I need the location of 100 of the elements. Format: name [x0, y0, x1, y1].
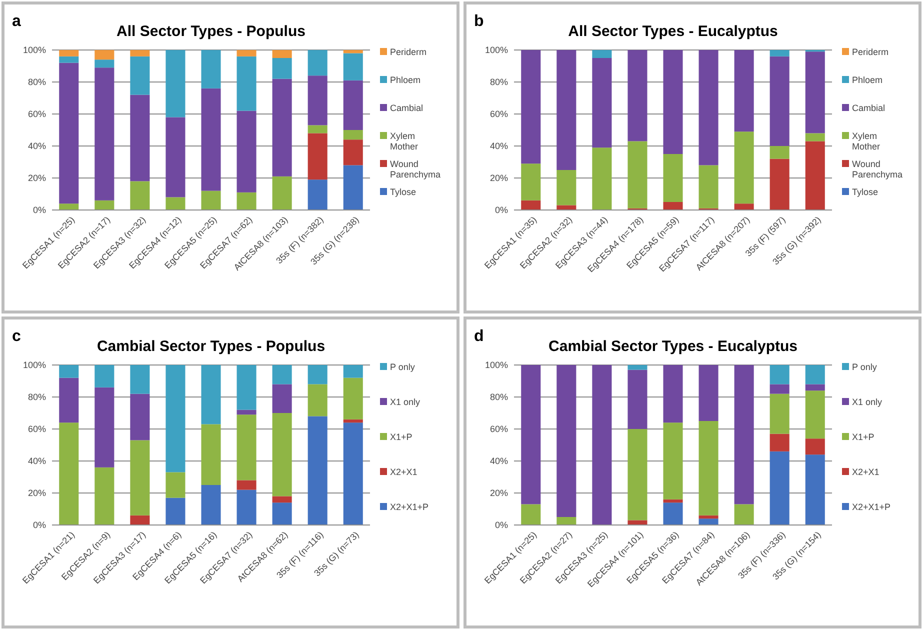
bar [805, 141, 825, 210]
bar [521, 200, 541, 210]
y-tick-label: 100% [484, 360, 508, 370]
legend-label: Cambial [852, 103, 886, 114]
bar [663, 202, 683, 210]
bar [805, 438, 825, 455]
bar [343, 130, 363, 140]
bar [556, 517, 576, 525]
bar [734, 132, 754, 204]
bar [343, 50, 363, 54]
bar [94, 60, 114, 68]
bar [236, 414, 256, 480]
bar [130, 50, 150, 56]
bar [272, 384, 292, 413]
bar [343, 378, 363, 420]
legend-label: Xylem Mother [852, 131, 880, 152]
bar [734, 365, 754, 504]
bar [628, 50, 648, 142]
bar [521, 164, 541, 200]
text: a [12, 13, 21, 30]
bar [663, 502, 683, 525]
bar [308, 384, 328, 416]
bar [556, 365, 576, 517]
bar [94, 387, 114, 468]
bar [201, 50, 221, 88]
y-tick-label: 100% [22, 360, 46, 370]
y-tick-label: 20% [490, 488, 508, 498]
bar [805, 390, 825, 439]
bar [628, 365, 648, 370]
bar [556, 170, 576, 206]
bar [734, 204, 754, 210]
bar [130, 56, 150, 95]
bar [592, 365, 612, 525]
bar [770, 158, 790, 210]
bar [770, 146, 790, 159]
bar [343, 422, 363, 525]
bar [130, 440, 150, 516]
bar [805, 133, 825, 142]
bar [698, 515, 718, 519]
legend-label: Phloem [390, 75, 421, 86]
bar [272, 502, 292, 525]
bar [592, 148, 612, 210]
bar [201, 88, 221, 191]
bar [166, 117, 186, 198]
bar [628, 141, 648, 208]
bar [272, 496, 292, 503]
bar [236, 192, 256, 210]
bar [272, 176, 292, 210]
y-tick-label: 40% [490, 141, 508, 152]
text: b [474, 13, 484, 30]
y-tick-label: 60% [28, 424, 46, 434]
bar [59, 50, 79, 56]
y-tick-label: 60% [28, 109, 46, 120]
bar [770, 451, 790, 525]
bar [308, 416, 328, 525]
bar [663, 422, 683, 500]
bar [236, 365, 256, 410]
bar [201, 365, 221, 424]
bar [166, 197, 186, 210]
y-tick-label: 100% [484, 45, 508, 56]
bar [59, 204, 79, 210]
bar [734, 50, 754, 132]
bar [628, 429, 648, 520]
bar [770, 50, 790, 56]
text: c [12, 328, 21, 345]
y-tick-label: 40% [28, 456, 46, 466]
legend-label: Xylem Mother [390, 131, 418, 152]
bar [521, 504, 541, 525]
legend-label: Wound Parenchyma [390, 159, 441, 180]
y-tick-label: 0% [32, 205, 46, 216]
y-tick-label: 20% [28, 488, 46, 498]
y-tick-label: 20% [490, 173, 508, 184]
legend-label: Phloem [852, 75, 883, 86]
y-tick-label: 60% [490, 424, 508, 434]
bar [201, 485, 221, 525]
bar [698, 365, 718, 421]
legend-label: Tylose [390, 187, 416, 198]
bar [130, 515, 150, 525]
bar [308, 133, 328, 180]
bar [698, 518, 718, 525]
chart-title: All Sector Types - Populus [116, 23, 306, 40]
legend-label: X2+X1+P [852, 502, 891, 512]
bar [663, 50, 683, 154]
bar [805, 52, 825, 134]
bar [770, 434, 790, 452]
bar [94, 68, 114, 200]
bar [770, 56, 790, 146]
bar [130, 181, 150, 210]
bar [592, 58, 612, 148]
bar [343, 419, 363, 423]
legend-label: X1+P [390, 432, 412, 442]
bar [592, 50, 612, 58]
bar [59, 56, 79, 63]
y-tick-label: 40% [490, 456, 508, 466]
chart-title: Cambial Sector Types - Eucalyptus [548, 338, 798, 355]
y-tick-label: 0% [32, 520, 46, 530]
bar [343, 365, 363, 378]
bar [166, 50, 186, 118]
bar [59, 62, 79, 204]
legend-label: X1 only [852, 397, 883, 408]
